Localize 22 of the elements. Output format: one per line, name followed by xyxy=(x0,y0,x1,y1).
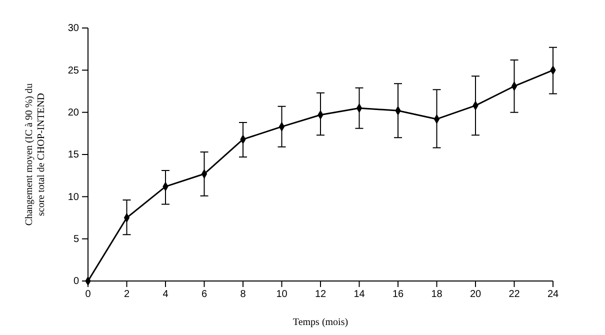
x-tick-label: 18 xyxy=(431,289,443,300)
x-tick-label: 8 xyxy=(240,289,246,300)
x-tick-label: 4 xyxy=(162,289,169,300)
y-tick-label: 15 xyxy=(68,150,80,161)
x-tick-label: 20 xyxy=(470,289,482,300)
y-axis-title: Changement moyen (IC à 90 %) du score total de CHOP-INTEND xyxy=(24,83,47,226)
x-tick-label: 12 xyxy=(314,289,326,300)
y-tick-label: 5 xyxy=(73,234,80,246)
y-tick-label: 30 xyxy=(68,23,80,34)
x-tick-label: 0 xyxy=(85,289,92,300)
y-tick-label: 25 xyxy=(68,65,80,76)
x-tick-label: 22 xyxy=(508,289,520,300)
x-tick-label: 24 xyxy=(547,289,559,300)
x-tick-label: 16 xyxy=(392,289,404,300)
x-tick-label: 14 xyxy=(354,289,366,300)
y-tick-label: 0 xyxy=(73,276,80,288)
x-tick-label: 6 xyxy=(201,289,208,300)
y-tick-label: 10 xyxy=(68,192,80,203)
x-tick-label: 10 xyxy=(276,289,288,300)
x-tick-label: 2 xyxy=(124,289,130,300)
x-axis-title: Temps (mois) xyxy=(292,317,348,328)
y-tick-label: 20 xyxy=(68,108,80,119)
